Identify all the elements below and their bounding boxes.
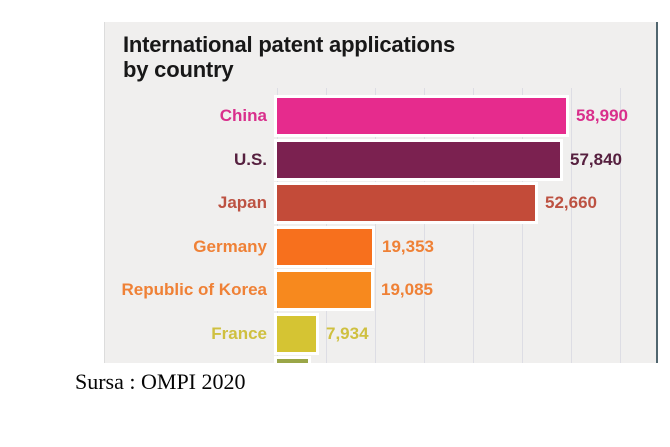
gridline — [619, 88, 621, 363]
chart-title-line-1: International patent applications — [123, 32, 455, 57]
bar-row: U.S. 57,840 — [105, 141, 656, 185]
category-label: China — [219, 106, 267, 125]
chart-title-line-2: by country — [123, 57, 234, 82]
bar-row: France 7,934 — [105, 315, 656, 359]
gridline — [521, 88, 523, 363]
bar-row — [105, 359, 656, 363]
bar-row: Germany 19,353 — [105, 228, 656, 272]
bar — [277, 315, 316, 352]
value-label: 19,353 — [382, 236, 434, 256]
bar-row: China 58,990 — [105, 98, 656, 141]
partial-bar-cutoff — [277, 359, 308, 363]
value-label: 7,934 — [326, 323, 369, 343]
gridline — [374, 88, 376, 363]
gridline — [472, 88, 474, 363]
category-label: Japan — [217, 193, 267, 212]
category-label: Republic of Korea — [121, 280, 267, 299]
bar — [277, 272, 371, 308]
category-label: U.S. — [233, 149, 267, 169]
category-label: Germany — [193, 236, 267, 256]
category-label: France — [211, 323, 267, 343]
value-label: 57,840 — [570, 149, 622, 169]
bar — [277, 98, 566, 134]
value-label: 19,085 — [381, 280, 433, 299]
source-caption: Sursa : OMPI 2020 — [75, 369, 246, 394]
chart-title: International patent applications by cou… — [123, 32, 455, 82]
bar — [277, 185, 535, 221]
gridline — [325, 88, 327, 363]
value-label: 52,660 — [545, 193, 597, 212]
bar-row: Japan 52,660 — [105, 185, 656, 228]
gridlines — [105, 88, 656, 363]
bar — [277, 228, 372, 265]
gridline — [570, 88, 572, 363]
gridline — [423, 88, 425, 363]
bar — [277, 141, 560, 178]
bar-rows: China 58,990 U.S. 57,840 Japan 52,660 Ge… — [105, 98, 656, 363]
bar-row: Republic of Korea 19,085 — [105, 272, 656, 315]
chart-panel: International patent applications by cou… — [104, 22, 658, 363]
value-label: 58,990 — [576, 106, 628, 125]
gridline — [277, 88, 278, 363]
